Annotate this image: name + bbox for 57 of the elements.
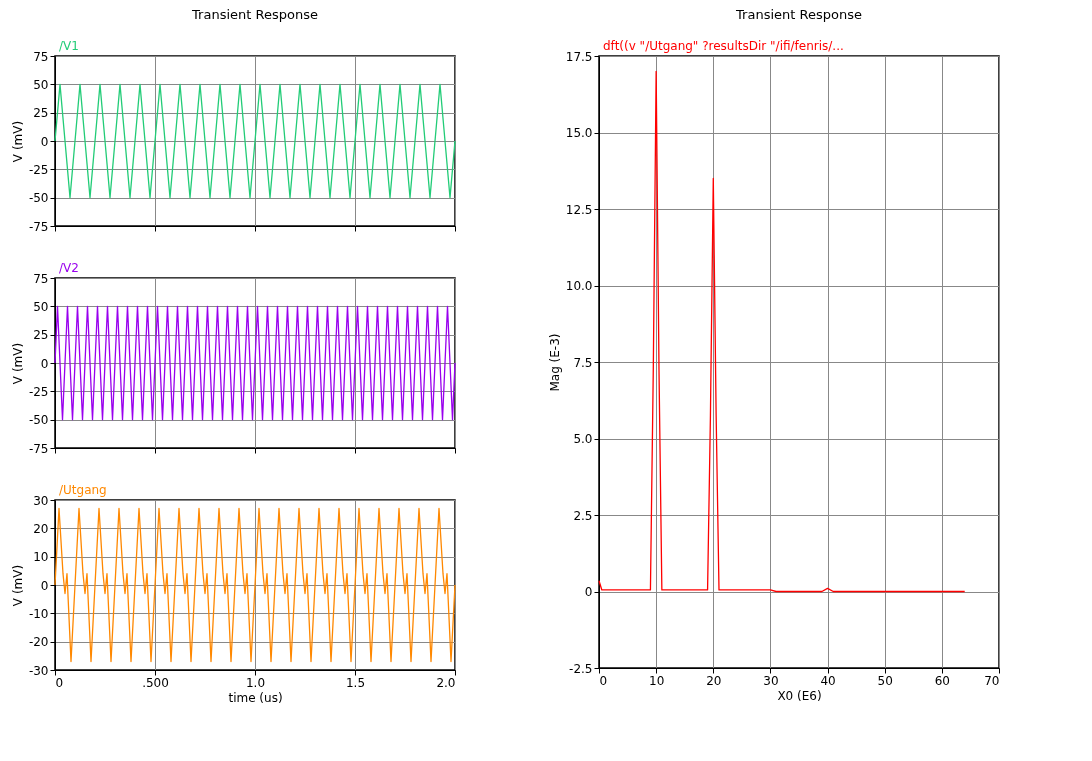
x-tick-label: 1.5	[345, 675, 366, 690]
y-tick-label: -30	[28, 663, 49, 678]
y-tick-label: 10.0	[565, 279, 593, 293]
text: /V1	[59, 39, 79, 53]
y-tick-label: 30	[33, 493, 49, 508]
y-tick-label: 2.5	[573, 508, 593, 523]
y-tick-label: 0	[584, 585, 593, 599]
y-tick-label: 50	[33, 77, 49, 92]
chart-title: Transient Response	[191, 7, 318, 22]
y-tick-label: -25	[28, 162, 49, 177]
x-tick-label: 20	[706, 673, 722, 688]
y-tick-label: 0	[40, 356, 49, 371]
x-tick-label: 0	[55, 675, 64, 690]
y-tick-label: 10	[33, 550, 49, 565]
text: dft((v "/Utgang" ?resultsDir "/ifi/fenris/...	[603, 39, 844, 53]
y-tick-label: -2.5	[569, 661, 593, 676]
x-tick-label: 0	[599, 673, 608, 688]
y-tick-label: -75	[28, 441, 49, 456]
y-axis-title: Mag (E-3)	[547, 333, 562, 392]
y-tick-label: 7.5	[573, 355, 593, 370]
x-axis-title: X0 (E6)	[777, 688, 822, 703]
y-tick-label: 15.0	[565, 126, 593, 140]
y-tick-label: -10	[28, 606, 49, 621]
y-tick-label: 5.0	[573, 432, 593, 446]
y-tick-label: -50	[28, 191, 49, 206]
y-axis-title: V (mV)	[10, 120, 25, 163]
line-series	[598, 70, 966, 593]
y-tick-label: -25	[28, 384, 49, 399]
x-tick-label: 70	[984, 673, 1000, 688]
y-axis-title: V (mV)	[10, 342, 25, 385]
y-tick-label: 0	[40, 578, 49, 593]
y-tick-label: 75	[33, 271, 49, 286]
text: /V2	[59, 261, 79, 275]
series-label: /Utgang	[59, 483, 107, 497]
y-axis-title: V (mV)	[10, 564, 25, 607]
chart-title: Transient Response	[735, 7, 862, 22]
line-series	[54, 507, 456, 663]
y-tick-label: 12.5	[565, 202, 593, 217]
x-axis-title: time (us)	[228, 690, 283, 705]
x-tick-label: 30	[763, 673, 779, 688]
y-tick-label: 25	[33, 328, 49, 343]
x-tick-label: 60	[934, 673, 950, 688]
y-tick-label: 17.5	[565, 49, 593, 64]
x-tick-label: 40	[820, 673, 836, 688]
y-tick-label: -50	[28, 413, 49, 428]
x-tick-label: 10	[649, 673, 665, 688]
x-tick-label: 1.0	[245, 675, 266, 690]
y-tick-label: 0	[40, 134, 49, 149]
y-tick-label: -20	[28, 635, 49, 650]
x-tick-label: .500	[142, 675, 169, 690]
y-tick-label: -75	[28, 219, 49, 234]
y-tick-label: 50	[33, 299, 49, 314]
x-tick-label: 2.0	[436, 675, 456, 690]
y-tick-label: 20	[33, 521, 49, 536]
x-tick-label: 50	[877, 673, 893, 688]
y-tick-label: 25	[33, 106, 49, 121]
y-tick-label: 75	[33, 49, 49, 64]
